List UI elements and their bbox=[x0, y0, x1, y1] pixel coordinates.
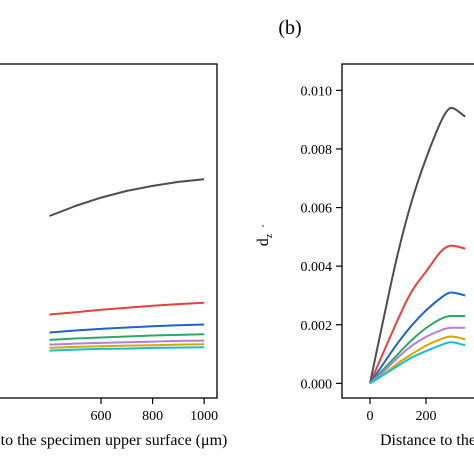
panel-b-x-axis: 0 200 bbox=[367, 398, 437, 424]
panel-a-x-axis-title: Distance to the specimen upper surface (… bbox=[0, 432, 227, 449]
panel-b-y-axis-title-prime: ' bbox=[262, 223, 264, 235]
panel-b-series bbox=[369, 106, 466, 385]
panel-a-series-line-7 bbox=[49, 346, 205, 352]
panel-a-series-line-4 bbox=[49, 333, 205, 341]
panel-b-series-line-5 bbox=[369, 326, 466, 385]
panel-b-y-tick-label: 0.008 bbox=[301, 143, 333, 158]
panel-b-y-tick-label: 0.002 bbox=[301, 319, 333, 334]
panel-a-x-axis: 600 800 1000 bbox=[91, 398, 218, 424]
panel-b-y-tick-label: 0.006 bbox=[301, 202, 333, 217]
panel-b-series-line-6 bbox=[369, 335, 466, 385]
panel-b-series-line-2 bbox=[369, 244, 466, 384]
panel-b-x-tick-label: 0 bbox=[367, 409, 374, 424]
panel-a-plot-frame bbox=[0, 63, 218, 399]
panel-b-y-tick-label: 0.010 bbox=[301, 84, 333, 99]
panel-b-y-axis-title: dz bbox=[255, 233, 275, 246]
panel-b-y-axis-title-main: d bbox=[255, 238, 272, 246]
panel-a-x-tick-label: 600 bbox=[91, 409, 112, 424]
panel-a-x-tick-label: 1000 bbox=[190, 409, 218, 424]
panel-b-x-axis-title: Distance to the bbox=[380, 432, 474, 449]
panel-b-y-axis: 0.000 0.002 0.004 0.006 0.008 0.010 bbox=[301, 84, 342, 392]
panel-a-series-line-3 bbox=[49, 323, 205, 334]
svg-text:dz: dz bbox=[255, 233, 275, 246]
panel-a-series-line-6 bbox=[49, 343, 205, 349]
panel-b-series-line-1 bbox=[369, 106, 466, 384]
panel-a-series bbox=[49, 178, 205, 352]
panel-a: 600 800 1000 Distance to the specimen uppe… bbox=[0, 63, 227, 449]
panel-a-series-line-5 bbox=[49, 339, 205, 346]
panel-a-series-line-1 bbox=[49, 178, 205, 217]
panel-b-series-line-4 bbox=[369, 315, 466, 385]
panel-a-x-tick-label: 800 bbox=[142, 409, 163, 424]
panel-b-series-line-7 bbox=[369, 341, 466, 385]
panel-a-series-line-2 bbox=[49, 301, 205, 316]
panel-b-y-tick-label: 0.000 bbox=[301, 377, 333, 392]
panel-b-plot-frame bbox=[341, 63, 474, 399]
panel-b-y-tick-label: 0.004 bbox=[301, 260, 333, 275]
panel-b-y-axis-title-sub: z bbox=[264, 233, 275, 238]
panel-b-label: (b) bbox=[278, 17, 301, 39]
panel-b-x-tick-label: 200 bbox=[416, 409, 437, 424]
panel-b-series-line-3 bbox=[369, 291, 466, 384]
